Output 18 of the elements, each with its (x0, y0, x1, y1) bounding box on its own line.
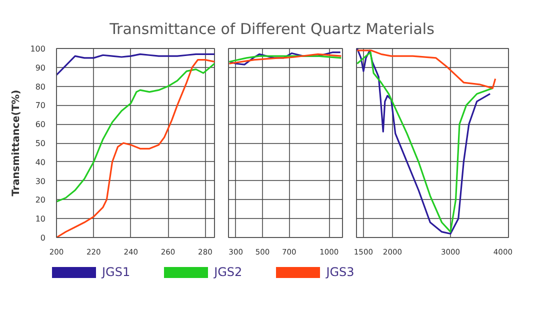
text: Transmittance of Different Quartz Materials (110, 19, 434, 40)
y-tick-label: 10 (35, 214, 46, 224)
y-tick-label: 0 (40, 234, 46, 242)
y-tick-label: 80 (35, 82, 46, 92)
y-axis-title: Transmittance(T%) (11, 90, 22, 196)
legend-label: JGS1 (102, 265, 130, 280)
line-series (56, 62, 214, 202)
y-tick-label: 70 (35, 101, 46, 110)
y-tick-label: 20 (35, 196, 46, 205)
legend-label: JGS3 (326, 265, 354, 280)
y-tick-label: 100 (30, 44, 46, 54)
y-tick-label: 90 (35, 63, 46, 72)
y-tick-label: 30 (35, 176, 46, 186)
y-tick-label: 50 (35, 139, 46, 148)
legend-label: JGS2 (214, 265, 242, 280)
y-tick-label: 60 (35, 120, 46, 130)
line-series (56, 53, 214, 76)
y-tick-label: 40 (35, 158, 46, 167)
